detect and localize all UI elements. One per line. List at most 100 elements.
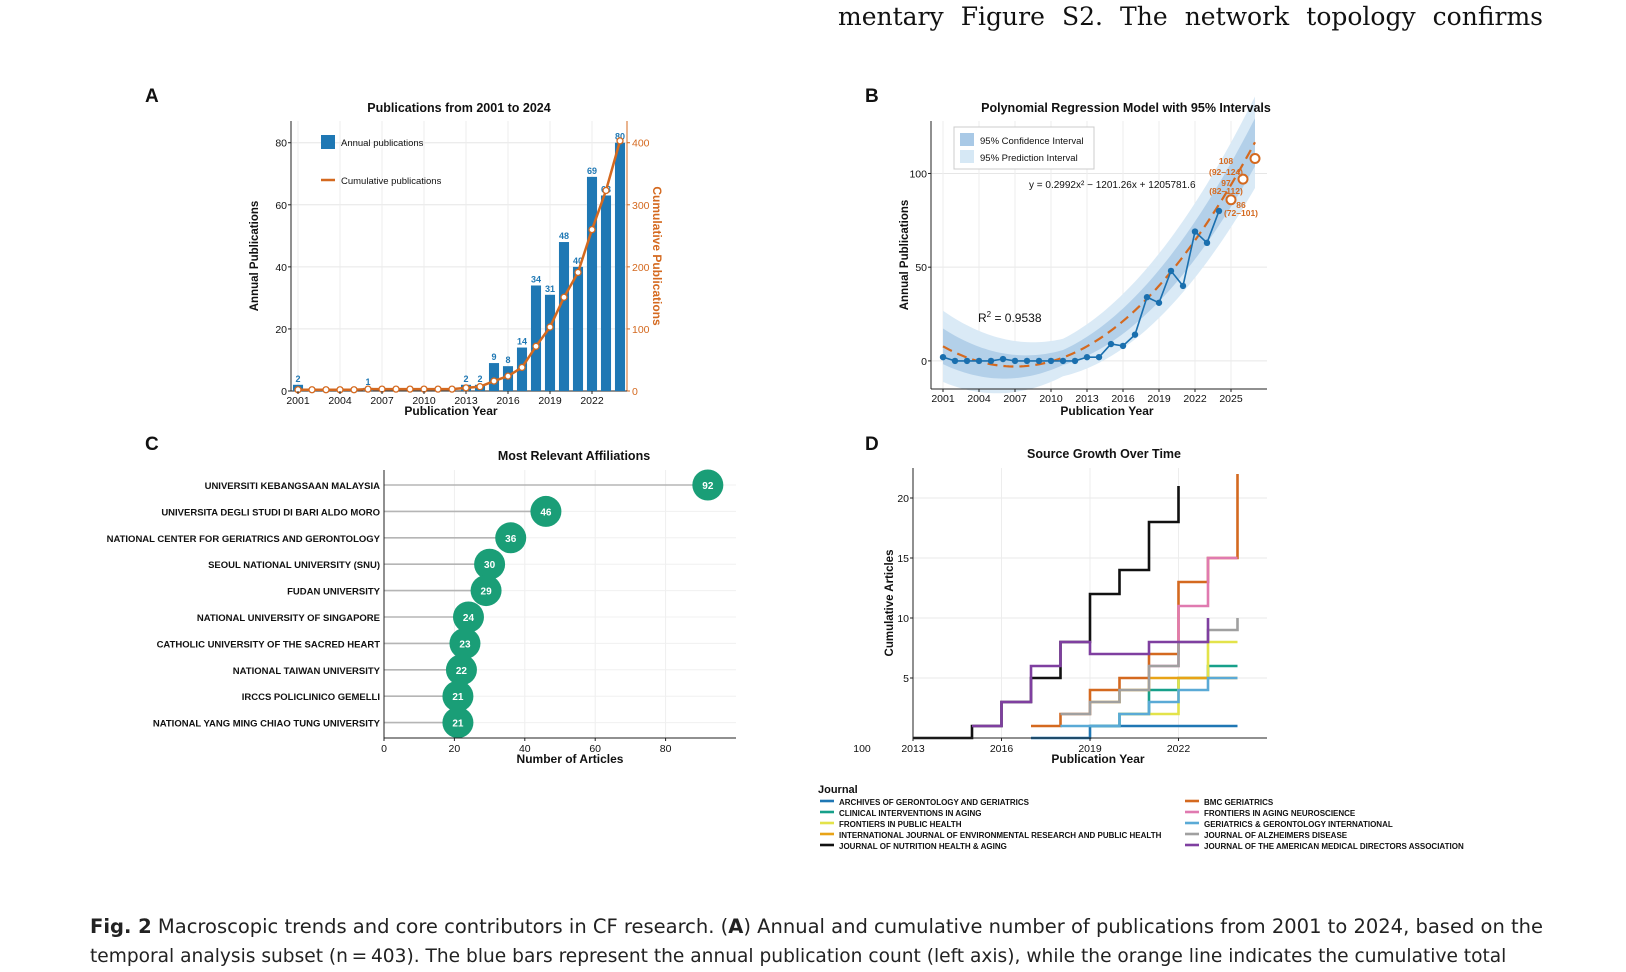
- chart-a-x-tick-label: 2016: [496, 395, 520, 407]
- chart-a-bar-label: 1: [365, 377, 370, 387]
- chart-a-y-tick-label: 60: [275, 200, 287, 212]
- chart-c-value-label: 46: [540, 507, 552, 518]
- chart-a-y2-tick-label: 200: [632, 262, 650, 274]
- chart-c-value-label: 21: [452, 719, 464, 730]
- chart-b-x-tick-label: 2010: [1039, 393, 1063, 405]
- chart-b-x-tick-label: 2019: [1147, 393, 1171, 405]
- chart-a-bar-label: 14: [517, 337, 527, 347]
- chart-b-observed-point: [987, 357, 995, 365]
- chart-a-cumulative-point: [602, 186, 610, 195]
- chart-d-group: 5 10 15 20 2013 2016 2019 2022 100 Source Growth …: [818, 447, 1464, 851]
- chart-b-prediction-range: (72–101): [1224, 208, 1258, 218]
- chart-a-cumulative-point: [574, 268, 582, 277]
- chart-d-legend-label: JOURNAL OF ALZHEIMERS DISEASE: [1204, 831, 1348, 840]
- chart-a-bar: [572, 266, 584, 391]
- chart-a-y-tick-label: 40: [275, 262, 287, 274]
- chart-a-cumulative-point: [448, 385, 456, 393]
- chart-a-y2-tick-label: 400: [632, 138, 650, 150]
- chart-a-bar-label: 34: [531, 274, 541, 284]
- panel-label-c: C: [145, 434, 159, 455]
- chart-b-y-label: Annual Publications: [899, 200, 911, 311]
- chart-d-step-line: [1149, 556, 1238, 668]
- chart-a-cumulative-point: [588, 225, 596, 234]
- chart-a-cumulative-point: [364, 385, 372, 393]
- chart-b-observed-point: [1179, 282, 1187, 290]
- chart-d-x-tick-label: 2022: [1167, 743, 1191, 755]
- chart-a-x-label: Publication Year: [404, 404, 497, 418]
- chart-a-bar: [558, 242, 570, 391]
- chart-b-y-tick-label: 50: [915, 262, 927, 274]
- chart-b-prediction-range: (92–124): [1209, 167, 1243, 177]
- chart-c-group: 92 UNIVERSITI KEBANGSAAN MALAYSIA 46 UNIVER…: [107, 449, 736, 766]
- chart-b-observed-point: [1203, 239, 1211, 247]
- chart-c-category-label: NATIONAL TAIWAN UNIVERSITY: [233, 666, 381, 677]
- chart-b-observed-point: [1011, 357, 1019, 365]
- chart-a-x-tick-label: 2022: [580, 395, 604, 407]
- chart-c-lollipop-dot: [474, 548, 506, 580]
- chart-a-bar: [614, 142, 626, 391]
- chart-a-cumulative-point: [490, 377, 498, 385]
- chart-a-group: 2122981434314840696380020406080010020030…: [249, 101, 664, 418]
- chart-a-cumulative-point: [546, 323, 554, 331]
- chart-a-cumulative-point: [616, 137, 624, 145]
- caption-line1-post: ) Annual and cumulative number of public…: [743, 915, 1544, 938]
- chart-a-cumulative-point: [350, 386, 358, 394]
- chart-a-x-tick-label: 2004: [328, 395, 352, 407]
- chart-b-observed-point: [951, 357, 959, 365]
- chart-c-lollipop-dot: [442, 707, 474, 739]
- chart-b-title: Polynomial Regression Model with 95% Int…: [981, 101, 1271, 115]
- chart-b-y-tick-label: 100: [909, 168, 927, 180]
- chart-d-stray-label: 100: [853, 743, 871, 755]
- chart-b-prediction-value: 108: [1219, 156, 1233, 166]
- chart-a-bar-label: 31: [545, 284, 555, 294]
- chart-b-legend-swatch-ci: [960, 133, 974, 146]
- chart-a-bar: [544, 294, 556, 391]
- chart-c-x-tick-label: 40: [519, 743, 531, 755]
- chart-a-y2-tick-label: 0: [632, 386, 638, 398]
- chart-b-observed-point: [1023, 357, 1031, 365]
- chart-a-bar: [488, 363, 500, 391]
- panel-label-b: B: [865, 86, 879, 107]
- chart-b-group: 86(72–101) 97(82–112) 108(92–124) 0 50 100 200…: [899, 96, 1271, 418]
- chart-b-observed-point: [1059, 357, 1067, 365]
- chart-b-x-tick-label: 2001: [931, 393, 955, 405]
- chart-a-legend-label: Cumulative publications: [341, 176, 442, 187]
- chart-d-legend-title: Journal: [818, 784, 858, 796]
- chart-b-observed-point: [1107, 340, 1115, 348]
- chart-d-legend-label: ARCHIVES OF GERONTOLOGY AND GERIATRICS: [839, 798, 1030, 807]
- chart-d-y-tick-label: 5: [903, 673, 909, 685]
- chart-a-cumulative-point: [532, 342, 540, 350]
- chart-a-bar-label: 2: [477, 374, 482, 384]
- chart-c-value-label: 21: [452, 692, 464, 703]
- chart-a-cumulative-point: [560, 293, 568, 301]
- chart-a-bar-label: 48: [559, 231, 569, 241]
- chart-b-y-tick-label: 0: [921, 356, 927, 368]
- chart-c-category-label: NATIONAL YANG MING CHIAO TUNG UNIVERSITY: [153, 719, 381, 730]
- chart-b-observed-point: [963, 357, 971, 365]
- chart-c-category-label: IRCCS POLICLINICO GEMELLI: [242, 692, 380, 703]
- chart-b-observed-point: [1155, 299, 1163, 306]
- chart-a-cumulative-point: [406, 385, 414, 393]
- chart-a-bar-label: 2: [463, 374, 468, 384]
- chart-b-fit-line: [942, 141, 1256, 368]
- chart-a-y-tick-label: 80: [275, 138, 287, 150]
- chart-d-step-line: [1060, 676, 1238, 728]
- chart-a-y-label: Annual Publications: [249, 201, 261, 312]
- chart-c-lollipop-dot: [495, 522, 527, 554]
- chart-a-y2-tick-label: 100: [632, 324, 650, 336]
- chart-b-observed-point: [1131, 331, 1139, 338]
- chart-b-legend-label: 95% Confidence Interval: [980, 136, 1084, 147]
- chart-b-r2: R2 = 0.9538: [978, 310, 1042, 325]
- chart-b-prediction-point: [1237, 173, 1249, 185]
- chart-b-observed-point: [1215, 207, 1223, 215]
- chart-b-prediction-point: [1249, 152, 1261, 164]
- chart-d-step-line: [1031, 724, 1238, 740]
- chart-d-legend-label: JOURNAL OF NUTRITION HEALTH & AGING: [839, 842, 1007, 851]
- chart-c-lollipop-dot: [445, 654, 477, 686]
- chart-c-category-label: SEOUL NATIONAL UNIVERSITY (SNU): [208, 560, 380, 571]
- chart-b-observed-point: [1035, 357, 1043, 365]
- chart-a-cumulative-point: [434, 385, 442, 393]
- chart-a-cumulative-point: [308, 386, 316, 394]
- chart-b-prediction-value: 86: [1236, 200, 1246, 210]
- chart-c-value-label: 24: [463, 613, 475, 624]
